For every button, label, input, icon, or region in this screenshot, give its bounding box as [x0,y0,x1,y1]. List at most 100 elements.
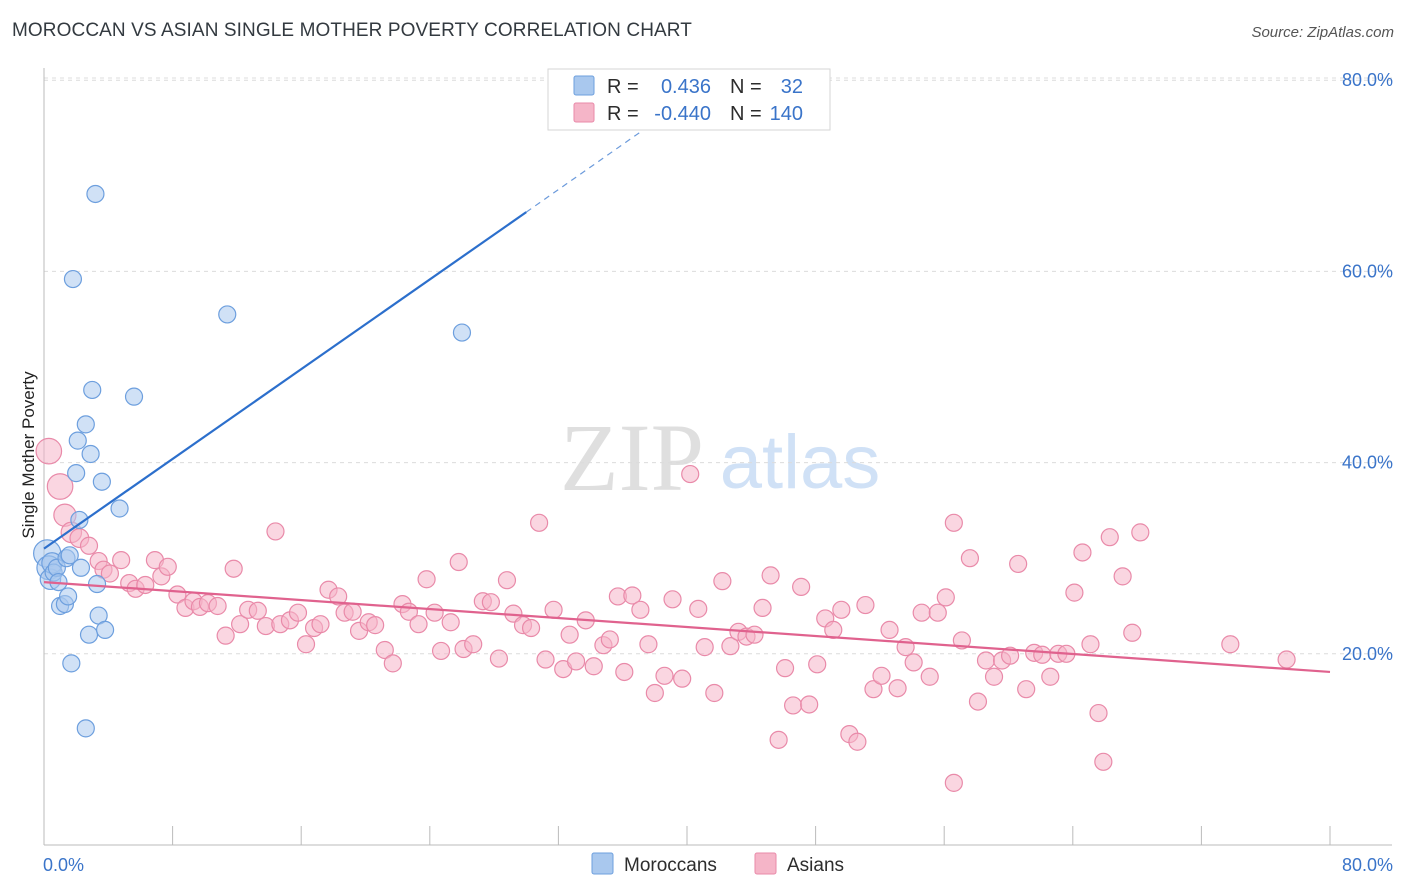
data-point-asians [808,655,827,674]
data-point-asians [311,615,330,634]
data-point-asians [753,598,772,618]
data-point-asians [544,600,563,619]
data-point-moroccans [87,574,107,594]
data-point-asians [1073,543,1092,562]
data-point-asians [1033,645,1052,664]
data-point-asians [383,654,402,673]
data-point-asians [832,600,851,619]
legend-label-asians: Asians [787,855,844,876]
data-point-asians [231,615,250,634]
data-point-asians [409,615,428,634]
stats-r-value-asians: -0.440 [654,103,711,125]
data-point-moroccans [452,323,472,342]
data-point-asians [856,595,875,615]
data-point-moroccans [81,444,100,464]
y-tick-label: 20.0% [1342,644,1393,664]
data-point-asians [600,630,619,649]
series-moroccans [33,184,472,738]
data-point-asians [441,613,460,632]
data-point-asians [775,659,795,678]
x-tick-label: 0.0% [43,855,84,875]
data-point-asians [721,637,740,656]
data-point-asians [425,603,444,622]
data-point-asians [431,641,451,661]
data-point-asians [100,564,120,583]
data-point-asians [655,666,674,685]
stats-n-value-asians: 140 [770,103,803,125]
stats-swatch-asians [573,102,595,123]
trend-line-moroccans [43,211,527,550]
data-point-asians [623,586,642,605]
data-point-moroccans [59,587,78,606]
data-point-asians [224,559,243,578]
series-asians [35,437,1296,792]
tick-labels: 20.0% 40.0% 60.0% 80.0% 0.0% 80.0% [43,70,1393,875]
data-point-asians [366,616,385,635]
data-point-asians [566,652,586,671]
data-point-asians [960,549,980,568]
data-point-moroccans [92,472,111,491]
stats-r-value-moroccans: 0.436 [661,76,711,98]
data-point-asians [1065,583,1084,602]
data-point-asians [705,683,724,703]
watermark: ZIP atlas [560,404,880,511]
legend-swatch-asians [754,852,777,875]
data-point-asians [1094,752,1113,771]
data-point-moroccans [86,184,105,204]
stats-n-value-moroccans: 32 [781,76,803,98]
data-point-asians [783,696,803,715]
data-point-asians [976,651,996,670]
x-tick-label: 80.0% [1342,855,1393,875]
data-point-asians [944,773,963,792]
stats-n-label-moroccans: N = [730,76,762,98]
data-point-asians [645,683,664,703]
data-point-asians [1017,680,1036,699]
stats-swatch-moroccans [573,75,595,96]
data-point-asians [375,640,394,660]
stats-n-label-asians: N = [730,103,762,125]
data-point-moroccans [79,625,99,644]
data-point-asians [489,649,509,668]
data-point-asians [984,667,1004,686]
data-point-asians [864,680,883,699]
data-point-asians [689,599,708,618]
data-point-asians [663,590,682,609]
data-point-asians [952,631,971,650]
data-point-asians [673,669,692,688]
data-point-moroccans [67,464,86,483]
data-point-asians [1009,554,1028,574]
data-point-asians [1100,528,1119,547]
data-point-asians [46,473,74,500]
data-point-moroccans [68,431,87,450]
data-point-asians [266,522,285,541]
watermark-zip: ZIP [560,404,704,511]
data-point-asians [584,657,603,676]
data-point-asians [880,620,899,640]
data-point-asians [800,695,819,714]
data-point-asians [449,552,468,572]
data-point-asians [1081,635,1100,654]
data-point-asians [745,625,764,644]
data-point-asians [530,513,549,532]
data-point-asians [1131,523,1150,542]
data-point-moroccans [124,387,144,406]
grid-lines [44,77,1392,655]
data-point-moroccans [76,719,95,738]
data-point-asians [536,650,555,669]
data-point-asians [761,566,780,585]
data-point-asians [560,625,579,644]
data-point-asians [343,602,362,621]
data-point-moroccans [83,380,102,400]
data-point-asians [521,618,541,638]
data-point-asians [888,679,907,698]
stats-r-label-asians: R = [607,103,639,125]
y-tick-label: 80.0% [1342,70,1393,90]
data-point-asians [928,603,947,622]
axes [43,68,1392,846]
data-point-asians [1277,650,1296,669]
data-point-asians [1113,567,1132,586]
data-point-asians [1089,703,1108,723]
data-point-asians [1123,623,1142,642]
data-point-asians [639,635,658,654]
